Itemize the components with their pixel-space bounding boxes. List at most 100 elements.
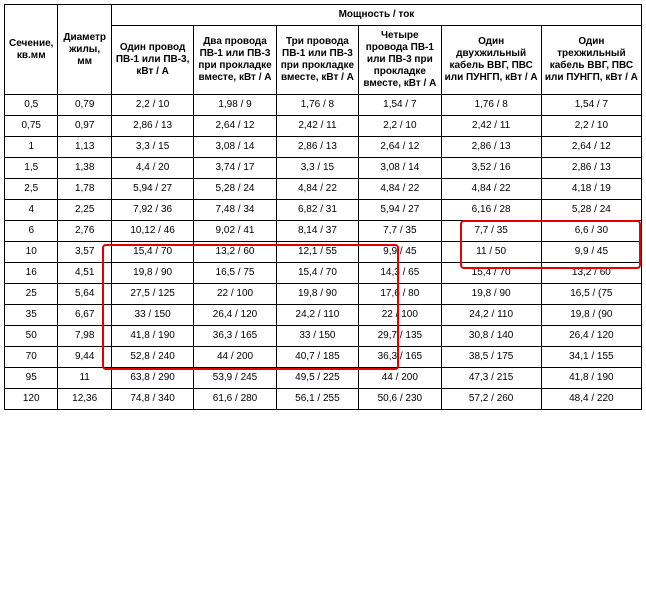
cell-value-4: 4,84 / 22 — [441, 179, 541, 200]
cell-value-5: 2,86 / 13 — [541, 158, 641, 179]
cell-section: 4 — [5, 200, 58, 221]
cell-value-5: 2,64 / 12 — [541, 137, 641, 158]
cell-diameter: 7,98 — [58, 326, 111, 347]
cell-value-5: 5,28 / 24 — [541, 200, 641, 221]
table-row: 356,6733 / 15026,4 / 12024,2 / 11022 / 1… — [5, 305, 642, 326]
table-row: 1,51,384,4 / 203,74 / 173,3 / 153,08 / 1… — [5, 158, 642, 179]
cell-value-4: 3,52 / 16 — [441, 158, 541, 179]
table-row: 42,257,92 / 367,48 / 346,82 / 315,94 / 2… — [5, 200, 642, 221]
cell-value-2: 49,5 / 225 — [276, 368, 358, 389]
header-col-3: Четыре провода ПВ-1 или ПВ-3 при проклад… — [359, 26, 441, 95]
cell-section: 95 — [5, 368, 58, 389]
cell-value-5: 16,5 / (75 — [541, 284, 641, 305]
cell-value-5: 26,4 / 120 — [541, 326, 641, 347]
cell-value-1: 13,2 / 60 — [194, 242, 276, 263]
cell-section: 16 — [5, 263, 58, 284]
cell-value-0: 3,3 / 15 — [111, 137, 193, 158]
cell-value-3: 44 / 200 — [359, 368, 441, 389]
cell-value-4: 30,8 / 140 — [441, 326, 541, 347]
cell-value-4: 1,76 / 8 — [441, 95, 541, 116]
cell-section: 50 — [5, 326, 58, 347]
cell-value-1: 5,28 / 24 — [194, 179, 276, 200]
cell-value-4: 6,16 / 28 — [441, 200, 541, 221]
cell-value-2: 19,8 / 90 — [276, 284, 358, 305]
cell-value-1: 44 / 200 — [194, 347, 276, 368]
cell-value-1: 2,64 / 12 — [194, 116, 276, 137]
cell-value-1: 7,48 / 34 — [194, 200, 276, 221]
cell-value-3: 7,7 / 35 — [359, 221, 441, 242]
cell-value-1: 26,4 / 120 — [194, 305, 276, 326]
table-row: 0,50,792,2 / 101,98 / 91,76 / 81,54 / 71… — [5, 95, 642, 116]
cell-diameter: 1,78 — [58, 179, 111, 200]
cell-value-1: 36,3 / 165 — [194, 326, 276, 347]
cell-section: 1,5 — [5, 158, 58, 179]
cell-value-3: 4,84 / 22 — [359, 179, 441, 200]
cell-diameter: 11 — [58, 368, 111, 389]
cell-value-1: 22 / 100 — [194, 284, 276, 305]
header-col-0: Один провод ПВ-1 или ПВ-3, кВт / А — [111, 26, 193, 95]
cell-diameter: 3,57 — [58, 242, 111, 263]
cell-value-0: 63,8 / 290 — [111, 368, 193, 389]
cell-diameter: 2,76 — [58, 221, 111, 242]
cell-diameter: 12,36 — [58, 389, 111, 410]
cell-value-4: 19,8 / 90 — [441, 284, 541, 305]
wire-power-table: Сечение, кв.мм Диаметр жилы, мм Мощность… — [4, 4, 642, 410]
cell-value-0: 19,8 / 90 — [111, 263, 193, 284]
cell-value-3: 50,6 / 230 — [359, 389, 441, 410]
cell-diameter: 9,44 — [58, 347, 111, 368]
cell-value-2: 1,76 / 8 — [276, 95, 358, 116]
cell-value-2: 15,4 / 70 — [276, 263, 358, 284]
cell-value-3: 1,54 / 7 — [359, 95, 441, 116]
table-row: 507,9841,8 / 19036,3 / 16533 / 15029,7 /… — [5, 326, 642, 347]
table-row: 12012,3674,8 / 34061,6 / 28056,1 / 25550… — [5, 389, 642, 410]
cell-value-0: 7,92 / 36 — [111, 200, 193, 221]
header-diameter: Диаметр жилы, мм — [58, 5, 111, 95]
cell-value-2: 12,1 / 55 — [276, 242, 358, 263]
cell-value-3: 17,6 / 80 — [359, 284, 441, 305]
cell-value-4: 15,4 / 70 — [441, 263, 541, 284]
cell-value-1: 16,5 / 75 — [194, 263, 276, 284]
cell-value-2: 2,86 / 13 — [276, 137, 358, 158]
cell-value-5: 13,2 / 60 — [541, 263, 641, 284]
cell-section: 25 — [5, 284, 58, 305]
cell-diameter: 0,97 — [58, 116, 111, 137]
cell-value-3: 22 / 100 — [359, 305, 441, 326]
cell-value-3: 3,08 / 14 — [359, 158, 441, 179]
cell-value-3: 14,3 / 65 — [359, 263, 441, 284]
cell-value-0: 2,2 / 10 — [111, 95, 193, 116]
cell-value-5: 4,18 / 19 — [541, 179, 641, 200]
cell-section: 1 — [5, 137, 58, 158]
cell-value-0: 5,94 / 27 — [111, 179, 193, 200]
cell-value-2: 6,82 / 31 — [276, 200, 358, 221]
cell-diameter: 0,79 — [58, 95, 111, 116]
table-row: 0,750,972,86 / 132,64 / 122,42 / 112,2 /… — [5, 116, 642, 137]
header-power-group: Мощность / ток — [111, 5, 641, 26]
cell-value-3: 29,7 / 135 — [359, 326, 441, 347]
cell-section: 35 — [5, 305, 58, 326]
cell-value-3: 36,3 / 165 — [359, 347, 441, 368]
cell-diameter: 1,38 — [58, 158, 111, 179]
header-col-4: Один двухжильный кабель ВВГ, ПВС или ПУН… — [441, 26, 541, 95]
cell-diameter: 2,25 — [58, 200, 111, 221]
cell-value-5: 48,4 / 220 — [541, 389, 641, 410]
cell-value-4: 47,3 / 215 — [441, 368, 541, 389]
cell-diameter: 4,51 — [58, 263, 111, 284]
cell-value-0: 10,12 / 46 — [111, 221, 193, 242]
cell-value-3: 9,9 / 45 — [359, 242, 441, 263]
cell-value-5: 9,9 / 45 — [541, 242, 641, 263]
cell-value-3: 5,94 / 27 — [359, 200, 441, 221]
cell-section: 0,5 — [5, 95, 58, 116]
table-row: 103,5715,4 / 7013,2 / 6012,1 / 559,9 / 4… — [5, 242, 642, 263]
cell-value-2: 8,14 / 37 — [276, 221, 358, 242]
cell-value-5: 1,54 / 7 — [541, 95, 641, 116]
cell-value-1: 3,74 / 17 — [194, 158, 276, 179]
header-section: Сечение, кв.мм — [5, 5, 58, 95]
cell-value-5: 34,1 / 155 — [541, 347, 641, 368]
cell-value-2: 33 / 150 — [276, 326, 358, 347]
cell-value-5: 6,6 / 30 — [541, 221, 641, 242]
cell-value-0: 52,8 / 240 — [111, 347, 193, 368]
cell-value-5: 41,8 / 190 — [541, 368, 641, 389]
cell-value-2: 2,42 / 11 — [276, 116, 358, 137]
cell-section: 70 — [5, 347, 58, 368]
cell-value-4: 7,7 / 35 — [441, 221, 541, 242]
